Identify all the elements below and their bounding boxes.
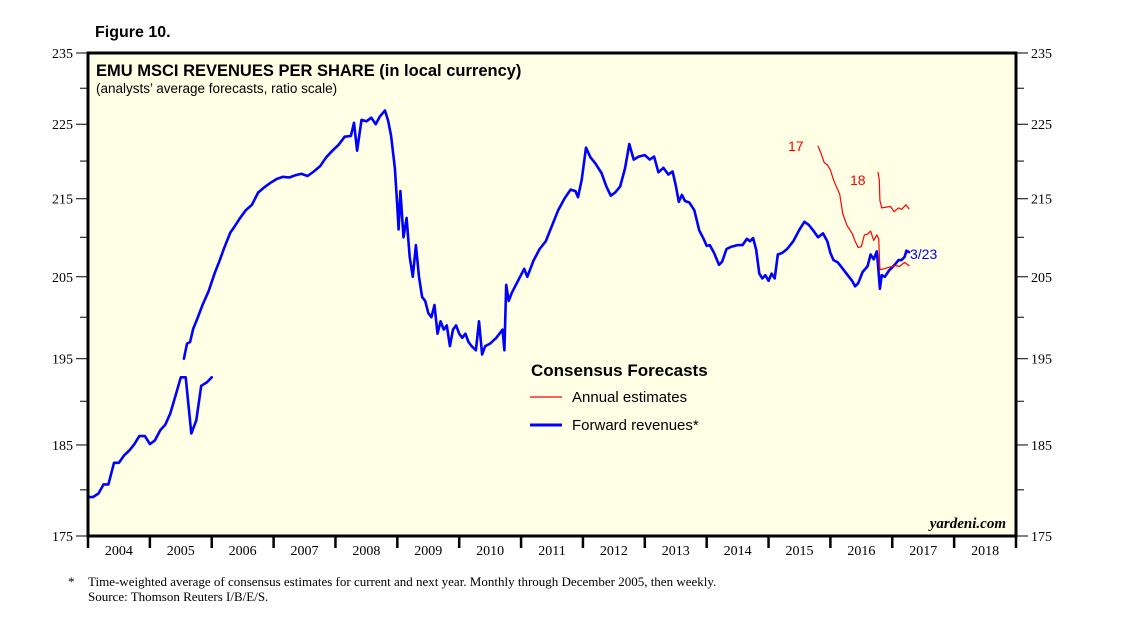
- series-line-annual-estimates-2018-seg-0: [877, 171, 910, 213]
- x-tick-label-2017: 2017: [909, 544, 937, 559]
- x-tick-label-2012: 2012: [600, 544, 628, 559]
- y-tick-label-right-205: 205: [1031, 271, 1052, 286]
- annotation-17: 17: [788, 138, 804, 154]
- footnote-source: Source: Thomson Reuters I/B/E/S.: [88, 589, 269, 604]
- y-tick-label-left-175: 175: [52, 530, 73, 545]
- x-tick-label-2016: 2016: [847, 544, 875, 559]
- annotation-18: 18: [850, 172, 866, 188]
- footnote-marker: *: [68, 574, 75, 589]
- x-tick-label-2005: 2005: [167, 544, 195, 559]
- chart-subtitle: (analysts’ average forecasts, ratio scal…: [96, 81, 337, 96]
- series-layer: [86, 109, 911, 499]
- y-tick-label-right-225: 225: [1031, 118, 1052, 133]
- chart-title: EMU MSCI REVENUES PER SHARE (in local cu…: [96, 62, 521, 80]
- legend-label-forward: Forward revenues*: [572, 417, 699, 434]
- y-tick-label-right-235: 235: [1031, 47, 1052, 62]
- y-tick-label-left-215: 215: [52, 193, 73, 208]
- x-tick-label-2004: 2004: [105, 544, 133, 559]
- series-line-forward-revenues-seg-0: [86, 376, 213, 499]
- legend-title: Consensus Forecasts: [531, 361, 708, 380]
- series-line-annual-estimates-2017-seg-0: [817, 145, 910, 271]
- x-tick-label-2013: 2013: [662, 544, 690, 559]
- y-tick-label-left-235: 235: [52, 47, 73, 62]
- axes-layer: 175 175 185 185 195 195 205 205 215 215 225 225 235 2…: [52, 47, 1052, 559]
- y-tick-label-right-185: 185: [1031, 439, 1052, 454]
- y-tick-label-right-215: 215: [1031, 193, 1052, 208]
- y-tick-label-right-175: 175: [1031, 530, 1052, 545]
- footnote-text: Time-weighted average of consensus estim…: [88, 574, 717, 589]
- x-tick-label-2018: 2018: [971, 544, 999, 559]
- y-tick-label-left-205: 205: [52, 271, 73, 286]
- y-tick-label-left-195: 195: [52, 353, 73, 368]
- x-tick-label-2008: 2008: [352, 544, 380, 559]
- footnote-line-1: * Time-weighted average of consensus esti…: [68, 574, 716, 589]
- x-tick-label-2007: 2007: [291, 544, 319, 559]
- y-tick-label-right-195: 195: [1031, 353, 1052, 368]
- watermark: yardeni.com: [928, 516, 1006, 532]
- legend: Consensus Forecasts Annual estimates For…: [530, 361, 708, 434]
- x-tick-label-2015: 2015: [785, 544, 813, 559]
- x-tick-label-2011: 2011: [538, 544, 565, 559]
- series-line-forward-revenues-seg-1: [182, 109, 911, 360]
- x-tick-label-2009: 2009: [414, 544, 442, 559]
- plot-frame: [86, 51, 1018, 538]
- x-tick-label-2014: 2014: [724, 544, 752, 559]
- y-tick-label-left-225: 225: [52, 118, 73, 133]
- plot-background: [88, 53, 1016, 536]
- x-tick-label-2010: 2010: [476, 544, 504, 559]
- annotation-3-23: 3/23: [910, 246, 937, 262]
- footnote: * Time-weighted average of consensus esti…: [68, 574, 716, 604]
- y-tick-label-left-185: 185: [52, 439, 73, 454]
- legend-label-annual: Annual estimates: [572, 389, 687, 406]
- x-tick-label-2006: 2006: [229, 544, 257, 559]
- figure-label: Figure 10.: [95, 24, 171, 41]
